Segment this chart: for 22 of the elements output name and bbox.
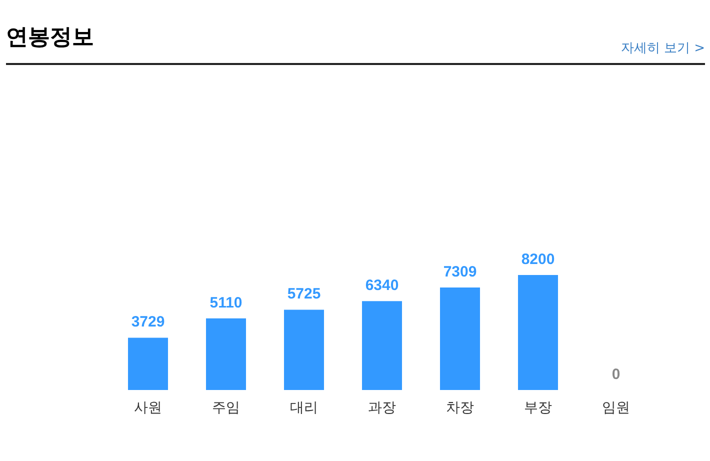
data-label: 0	[612, 366, 620, 383]
bar	[362, 301, 402, 390]
x-tick-label: 사원	[134, 399, 162, 415]
data-label: 6340	[365, 277, 399, 294]
data-label: 7309	[443, 263, 477, 280]
bar	[440, 287, 480, 390]
text: 자세히 보기 >	[620, 40, 705, 57]
chart-title: 연봉정보	[6, 24, 94, 52]
bar	[206, 318, 246, 390]
x-tick-label: 차장	[446, 399, 474, 415]
x-tick-label: 임원	[602, 399, 630, 415]
x-tick-label: 대리	[290, 399, 318, 415]
bar	[518, 275, 558, 390]
data-label: 5110	[210, 294, 242, 312]
bar	[284, 310, 324, 390]
x-tick-label: 과장	[368, 399, 396, 415]
x-tick-label: 주임	[212, 399, 240, 415]
bar	[128, 338, 168, 390]
data-label: 3729	[131, 314, 165, 331]
x-tick-label: 부장	[524, 399, 552, 415]
data-label: 8200	[521, 251, 555, 268]
data-label: 5725	[287, 286, 321, 303]
